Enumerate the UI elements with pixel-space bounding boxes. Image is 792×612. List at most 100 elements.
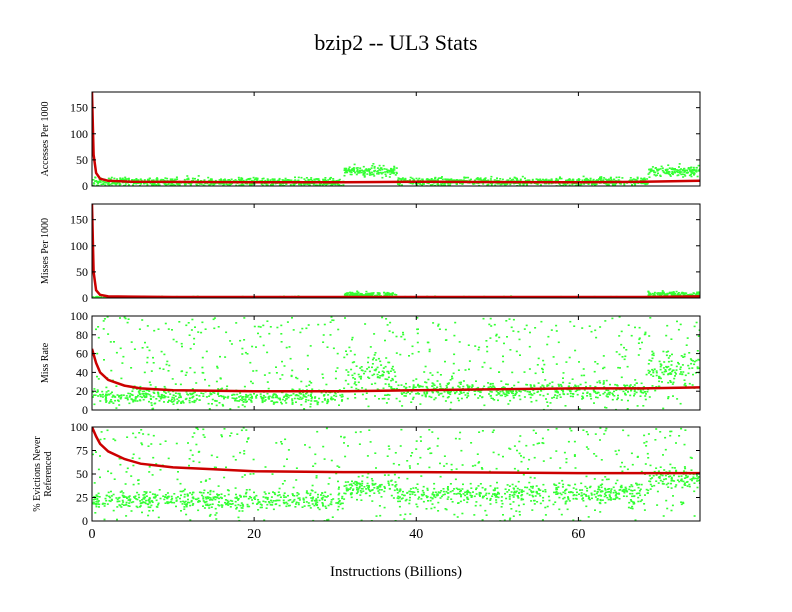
scatter-point (377, 172, 380, 174)
scatter-point (632, 178, 635, 180)
scatter-point (611, 398, 614, 401)
scatter-point (178, 321, 181, 323)
scatter-point (678, 171, 681, 173)
scatter-point (353, 361, 356, 363)
scatter-point (504, 395, 507, 398)
scatter-point (441, 178, 444, 181)
scatter-point (241, 177, 244, 180)
scatter-point (387, 370, 390, 373)
scatter-point (344, 317, 346, 319)
scatter-point (139, 385, 142, 388)
scatter-point (159, 179, 162, 181)
scatter-point (693, 363, 696, 366)
scatter-point (466, 396, 468, 399)
scatter-point (109, 400, 112, 403)
scatter-point (387, 292, 390, 294)
scatter-point (675, 373, 677, 375)
scatter-point (605, 395, 608, 397)
scatter-point (313, 400, 316, 402)
scatter-point (171, 401, 174, 403)
scatter-point (637, 342, 640, 344)
scatter-point (387, 398, 390, 400)
scatter-point (597, 180, 600, 182)
scatter-point (386, 378, 389, 381)
scatter-point (688, 382, 691, 385)
scatter-point (135, 182, 138, 185)
scatter-point (451, 375, 453, 378)
scatter-point (642, 182, 645, 184)
scatter-point (683, 353, 686, 356)
scatter-point (657, 292, 660, 294)
scatter-point (145, 396, 148, 398)
scatter-point (370, 294, 373, 296)
scatter-point (649, 292, 651, 295)
scatter-point (368, 370, 371, 373)
scatter-point (281, 374, 284, 376)
scatter-point (546, 385, 549, 387)
scatter-point (96, 184, 99, 186)
scatter-point (556, 395, 559, 397)
scatter-point (512, 394, 515, 397)
scatter-point (479, 177, 482, 179)
scatter-point (586, 395, 589, 397)
scatter-point (392, 169, 395, 172)
scatter-point (471, 384, 474, 386)
scatter-point (651, 292, 654, 295)
scatter-point (671, 170, 674, 173)
scatter-point (176, 178, 179, 180)
scatter-point (172, 400, 175, 403)
scatter-point (633, 182, 636, 185)
scatter-point (361, 387, 364, 389)
scatter-point (252, 176, 255, 179)
scatter-point (246, 183, 249, 185)
scatter-point (148, 349, 151, 352)
scatter-point (365, 293, 367, 295)
scatter-point (189, 183, 192, 186)
scatter-point (242, 184, 245, 186)
scatter-point (696, 292, 699, 294)
scatter-point (330, 176, 332, 179)
scatter-point (517, 330, 520, 333)
scatter-point (185, 324, 188, 327)
scatter-point (225, 388, 228, 390)
scatter-point (291, 403, 294, 405)
scatter-point (461, 182, 464, 185)
scatter-point (340, 184, 343, 186)
scatter-point (615, 351, 618, 353)
scatter-point (385, 168, 388, 171)
scatter-point (404, 179, 407, 181)
scatter-point (655, 370, 658, 372)
scatter-point (501, 394, 503, 397)
scatter-point (178, 396, 180, 399)
scatter-point (398, 182, 401, 185)
scatter-point (418, 177, 421, 180)
scatter-point (336, 367, 339, 369)
scatter-point (324, 177, 327, 179)
scatter-point (690, 172, 693, 174)
scatter-point (286, 321, 289, 323)
scatter-point (375, 359, 378, 361)
scatter-point (222, 405, 225, 407)
scatter-point (673, 292, 675, 294)
scatter-point (378, 377, 381, 379)
scatter-point (395, 172, 398, 175)
scatter-point (528, 391, 531, 393)
scatter-point (100, 183, 103, 186)
scatter-point (545, 182, 548, 185)
scatter-point (595, 396, 597, 399)
scatter-point (173, 397, 176, 399)
scatter-point (363, 173, 366, 175)
scatter-point (679, 402, 682, 405)
scatter-point (225, 331, 228, 334)
scatter-point (696, 175, 699, 178)
scatter-point (475, 380, 477, 382)
scatter-point (354, 171, 357, 174)
scatter-point (272, 183, 274, 186)
scatter-point (411, 352, 414, 355)
scatter-point (426, 341, 429, 344)
scatter-point (104, 184, 107, 186)
scatter-point (252, 180, 255, 182)
scatter-point (312, 183, 315, 186)
scatter-point (102, 393, 104, 396)
scatter-point (323, 183, 326, 185)
